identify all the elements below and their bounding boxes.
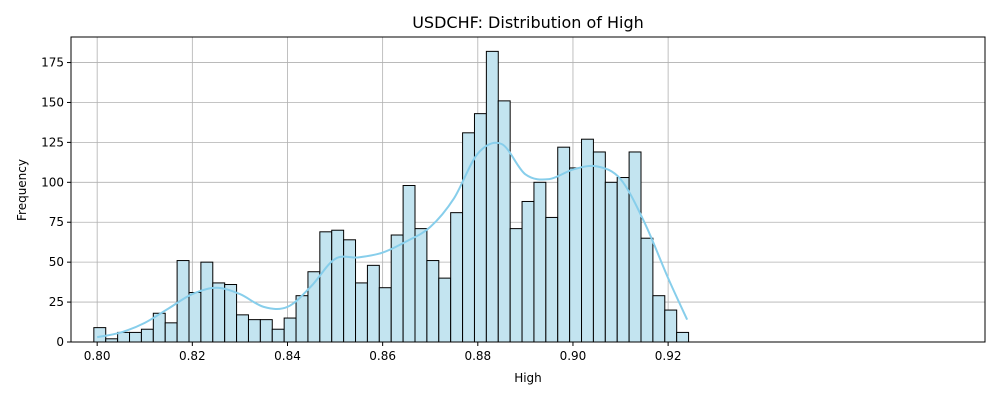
x-tick-label: 0.88 <box>464 349 491 363</box>
histogram-bar <box>664 309 678 343</box>
histogram-bar <box>438 277 452 343</box>
bars-layer <box>93 50 690 343</box>
histogram-bar <box>533 181 547 343</box>
histogram-bar <box>569 167 583 343</box>
histogram-bar <box>378 287 392 343</box>
y-tick-label: 25 <box>49 295 64 309</box>
y-axis-label: Frequency <box>15 159 29 221</box>
x-tick-label: 0.84 <box>274 349 301 363</box>
histogram-bar <box>485 50 499 343</box>
ticks-layer: 0.80 0.82 0.84 0.86 0.88 0.90 0.92 0 25 50 75 100 12… <box>41 56 681 363</box>
histogram-bar <box>271 328 285 343</box>
kde-line <box>96 141 689 339</box>
histogram-bar <box>616 177 630 343</box>
histogram-bar <box>295 295 309 343</box>
x-tick-label: 0.90 <box>560 349 587 363</box>
histogram-bar <box>545 216 559 343</box>
histogram-bar <box>236 314 249 343</box>
histogram-bar <box>247 319 261 343</box>
histogram-bar <box>509 228 523 343</box>
chart-title: USDCHF: Distribution of High <box>412 13 644 32</box>
histogram-bar <box>129 331 142 343</box>
x-axis-label: High <box>514 371 542 385</box>
histogram-bar <box>355 282 368 343</box>
histogram-bar <box>283 317 297 343</box>
histogram-bar <box>581 138 594 343</box>
histogram-bar <box>212 282 226 343</box>
y-tick-label: 75 <box>49 215 64 229</box>
histogram-bar <box>414 228 428 343</box>
grid-layer <box>71 37 985 343</box>
histogram-bar <box>259 319 273 343</box>
y-tick-label: 100 <box>41 175 64 189</box>
histogram-bar <box>390 234 404 343</box>
histogram-bar <box>331 229 345 343</box>
histogram-bar <box>366 264 380 343</box>
histogram-bar <box>319 231 333 343</box>
x-tick-label: 0.80 <box>84 349 111 363</box>
histogram-bar <box>426 260 440 343</box>
histogram-bar <box>640 237 654 343</box>
histogram-bar <box>164 322 178 343</box>
histogram-bar <box>497 100 511 343</box>
histogram-bar <box>140 328 154 343</box>
y-tick-label: 50 <box>49 255 64 269</box>
histogram-bar <box>200 261 214 343</box>
histogram-bar <box>521 200 535 343</box>
histogram-bar <box>93 327 107 343</box>
y-tick-label: 150 <box>41 95 64 109</box>
x-tick-label: 0.86 <box>369 349 396 363</box>
y-tick-label: 175 <box>41 56 64 70</box>
histogram-bar <box>402 185 416 343</box>
histogram-bar <box>604 181 618 343</box>
histogram-bar <box>592 151 606 343</box>
histogram-bar <box>676 331 690 343</box>
y-tick-label: 125 <box>41 135 64 149</box>
x-tick-label: 0.82 <box>179 349 206 363</box>
y-tick-label: 0 <box>56 335 64 349</box>
histogram-bar <box>652 295 666 343</box>
histogram-bar <box>462 132 475 343</box>
x-tick-label: 0.92 <box>655 349 682 363</box>
histogram-bar <box>188 291 202 343</box>
histogram-bar <box>628 151 642 343</box>
histogram-bar <box>343 239 357 343</box>
histogram-bar <box>450 212 464 343</box>
plot-frame <box>70 36 986 343</box>
